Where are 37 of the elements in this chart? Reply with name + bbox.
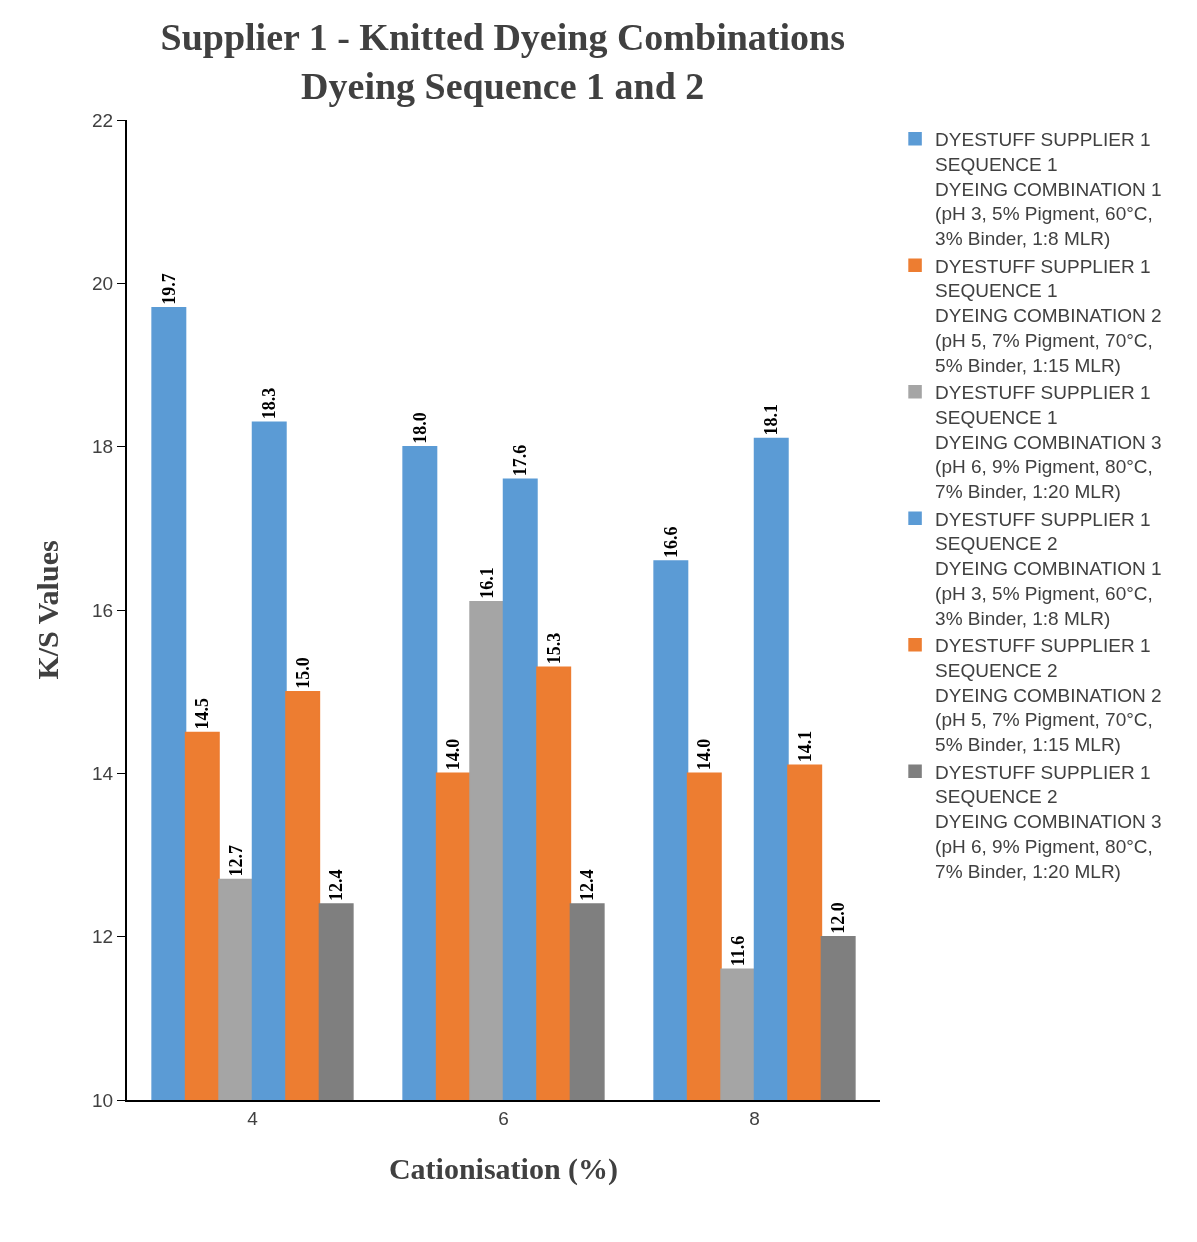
x-tick-label: 6: [498, 1107, 509, 1129]
data-label: 12.4: [577, 869, 598, 901]
data-label: 12.0: [828, 902, 849, 934]
data-label: 12.4: [326, 869, 347, 901]
x-axis-title: Cationisation (%): [388, 1151, 619, 1186]
data-label: 19.7: [158, 273, 179, 305]
y-tick-label: 10: [92, 1089, 114, 1111]
y-tick-label: 12: [92, 926, 114, 948]
data-label: 14.5: [192, 698, 213, 730]
data-label: 14.0: [694, 738, 715, 771]
y-tick-label: 16: [92, 599, 114, 621]
data-label: 18.3: [259, 387, 280, 420]
data-label: 14.0: [443, 738, 464, 771]
legend-label: DYESTUFF SUPPLIER 1 SEQUENCE 1 DYEING COMBINATION 2 (pH 5, 7% Pigment, 70°C, 5% Binder, 1:15 MLR): [935, 255, 1162, 376]
x-tick-label: 4: [247, 1107, 259, 1129]
data-label: 14.1: [794, 730, 815, 763]
data-label: 18.1: [761, 404, 782, 436]
y-tick-label: 18: [92, 436, 114, 458]
x-tick-label: 8: [749, 1107, 760, 1129]
chart-title: Supplier 1 - Knitted Dyeing Combinations Dyeing Sequence 1 and 2: [160, 15, 845, 108]
data-label: 16.6: [660, 526, 681, 558]
data-label: 12.7: [225, 845, 246, 877]
data-label: 15.0: [292, 657, 313, 689]
data-label: 16.1: [476, 567, 497, 599]
legend-label: DYESTUFF SUPPLIER 1 SEQUENCE 2 DYEING COMBINATION 1 (pH 3, 5% Pigment, 60°C, 3% Binder, 1:8 MLR): [935, 508, 1162, 629]
data-label: 11.6: [727, 935, 748, 967]
legend-label: DYESTUFF SUPPLIER 1 SEQUENCE 2 DYEING COMBINATION 3 (pH 6, 9% Pigment, 80°C, 7% Binder, 1:20 MLR): [935, 761, 1162, 882]
legend-label: DYESTUFF SUPPLIER 1 SEQUENCE 2 DYEING COMBINATION 2 (pH 5, 7% Pigment, 70°C, 5% Binder, 1:15 MLR): [935, 635, 1162, 756]
y-tick-label: 14: [92, 762, 114, 784]
y-tick-label: 22: [92, 109, 114, 131]
legend-label: DYESTUFF SUPPLIER 1 SEQUENCE 1 DYEING COMBINATION 3 (pH 6, 9% Pigment, 80°C, 7% Binder, 1:20 MLR): [935, 382, 1162, 503]
data-label: 18.0: [409, 412, 430, 444]
data-label: 17.6: [510, 444, 531, 477]
data-label: 15.3: [543, 632, 564, 665]
legend-label: DYESTUFF SUPPLIER 1 SEQUENCE 1 DYEING COMBINATION 1 (pH 3, 5% Pigment, 60°C, 3% Binder, 1:8 MLR): [935, 129, 1162, 250]
y-axis-title: K/S Values: [30, 540, 64, 680]
y-tick-label: 20: [92, 272, 114, 294]
